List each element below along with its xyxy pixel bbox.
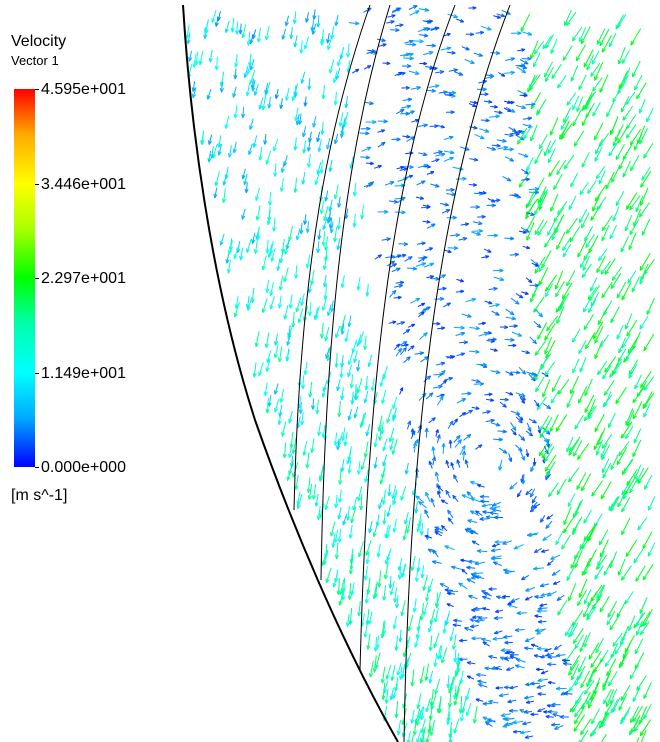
blade-geometry <box>182 4 511 742</box>
tick-label-2: 2.297e+001 <box>41 270 126 287</box>
blade-line-1 <box>293 4 371 511</box>
outer-wall-curve <box>182 4 399 742</box>
tick-label-min: 0.000e+000 <box>41 459 126 476</box>
tick-label-1: 1.149e+001 <box>41 365 126 382</box>
vector-arrows <box>185 5 656 742</box>
tick-mark-2 <box>35 278 39 279</box>
blade-line-2 <box>320 4 391 581</box>
tick-mark-1 <box>35 373 39 374</box>
legend-title: Velocity <box>11 33 67 50</box>
blade-line-4 <box>403 4 511 742</box>
tick-label-3: 3.446e+001 <box>41 176 126 193</box>
legend-subtitle: Vector 1 <box>11 53 59 68</box>
colorbar <box>14 89 35 467</box>
tick-mark-3 <box>35 184 39 185</box>
legend-unit: [m s^-1] <box>11 487 68 504</box>
tick-mark-max <box>35 89 39 90</box>
tick-mark-min <box>35 467 39 468</box>
tick-label-max: 4.595e+001 <box>41 81 126 98</box>
blade-line-3 <box>359 4 456 671</box>
